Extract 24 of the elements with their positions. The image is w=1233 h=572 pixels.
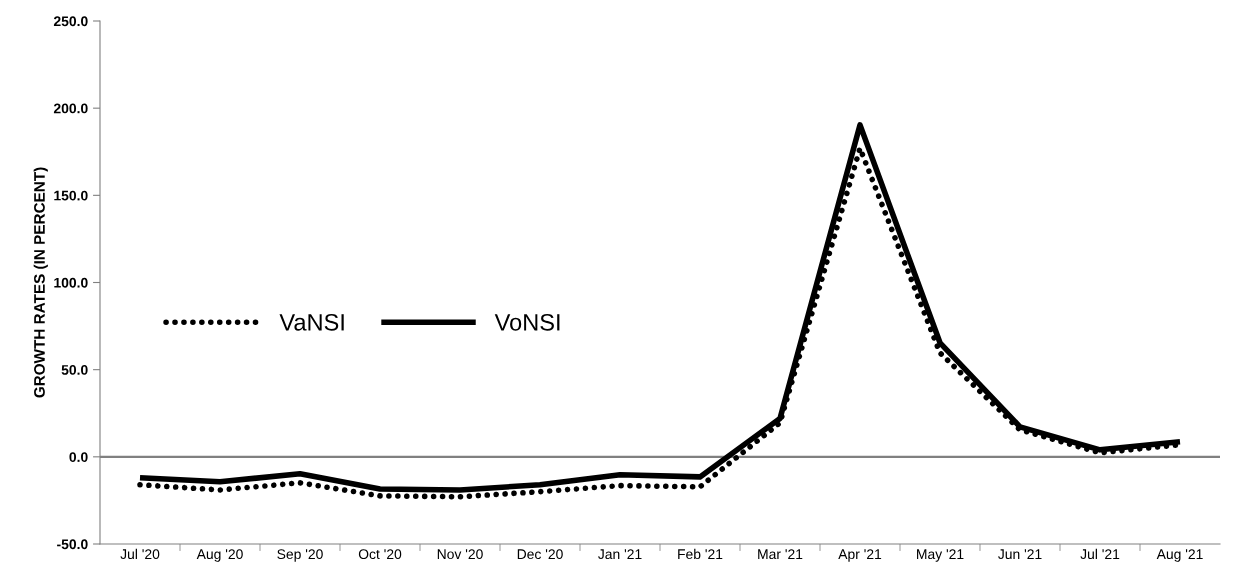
legend-label: VoNSI bbox=[494, 313, 560, 331]
y-tick-label: 0.0 bbox=[69, 452, 88, 462]
x-tick-label: Jul '21 bbox=[1080, 548, 1120, 560]
legend-label: VaNSI bbox=[279, 313, 344, 331]
y-tick-label: -50.0 bbox=[57, 539, 88, 550]
y-tick-label: 100.0 bbox=[54, 277, 88, 288]
y-tick-label: 150.0 bbox=[54, 190, 88, 201]
x-tick-label: Mar '21 bbox=[758, 549, 803, 560]
y-axis-title: GROWTH RATES (IN PERCENT) bbox=[33, 167, 48, 398]
x-tick-label: Jan '21 bbox=[598, 549, 642, 560]
x-tick-label: Jun '21 bbox=[998, 549, 1042, 560]
x-tick-label: Sep '20 bbox=[277, 549, 323, 562]
x-tick-label: Jul '20 bbox=[120, 548, 160, 560]
x-tick-label: Apr '21 bbox=[838, 549, 882, 562]
x-tick-label: Feb '21 bbox=[678, 548, 723, 560]
y-tick-label: 250.0 bbox=[53, 16, 88, 27]
x-tick-label: Aug '21 bbox=[1156, 549, 1203, 562]
x-tick-label: Dec '20 bbox=[517, 549, 563, 560]
x-tick-label: May '21 bbox=[917, 549, 964, 562]
x-tick-label: Oct '20 bbox=[358, 549, 402, 560]
x-tick-label: Nov '20 bbox=[437, 549, 483, 560]
y-tick-label: 50.0 bbox=[61, 365, 88, 375]
x-tick-label: Aug '20 bbox=[196, 549, 243, 562]
y-tick-label: 200.0 bbox=[53, 103, 88, 114]
